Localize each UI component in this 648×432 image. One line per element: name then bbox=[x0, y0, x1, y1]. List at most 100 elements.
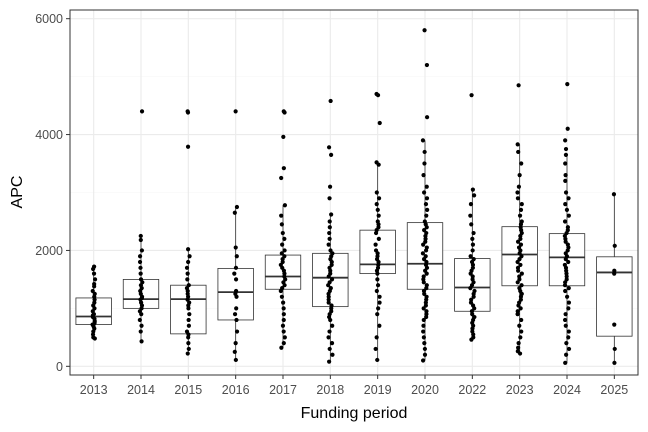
data-point bbox=[233, 341, 238, 346]
data-point bbox=[326, 283, 331, 288]
data-point bbox=[374, 190, 379, 195]
data-point bbox=[563, 360, 568, 365]
data-point bbox=[279, 222, 284, 227]
x-tick-label: 2017 bbox=[269, 383, 297, 397]
data-point bbox=[234, 204, 240, 210]
data-point bbox=[282, 335, 287, 340]
data-point bbox=[279, 345, 284, 350]
data-point bbox=[377, 323, 382, 328]
data-point bbox=[517, 351, 523, 356]
data-point bbox=[279, 175, 284, 181]
data-point bbox=[232, 312, 238, 317]
data-point bbox=[516, 303, 521, 308]
data-point bbox=[234, 254, 239, 259]
data-point bbox=[563, 138, 568, 143]
data-point bbox=[374, 335, 379, 340]
data-point bbox=[516, 184, 522, 189]
data-point bbox=[516, 268, 521, 273]
data-point bbox=[424, 225, 429, 230]
data-point bbox=[138, 237, 143, 243]
data-point bbox=[564, 352, 569, 357]
data-point bbox=[329, 262, 334, 268]
data-point bbox=[375, 93, 381, 98]
data-point bbox=[375, 277, 380, 282]
data-point bbox=[468, 201, 474, 207]
data-point bbox=[564, 207, 570, 212]
data-point bbox=[329, 152, 334, 157]
data-point bbox=[515, 196, 521, 201]
data-point bbox=[327, 184, 333, 189]
data-point bbox=[566, 346, 572, 352]
data-point bbox=[471, 291, 476, 296]
data-point bbox=[282, 248, 287, 253]
data-point bbox=[327, 225, 332, 230]
data-point bbox=[139, 248, 144, 253]
y-tick-label: 0 bbox=[56, 360, 63, 374]
data-point bbox=[280, 242, 285, 247]
data-point bbox=[422, 341, 427, 346]
data-point bbox=[232, 271, 237, 276]
data-point bbox=[470, 312, 475, 317]
data-point bbox=[373, 242, 378, 247]
data-point bbox=[233, 277, 239, 282]
data-point bbox=[374, 201, 379, 207]
data-point bbox=[187, 254, 192, 259]
data-point bbox=[563, 161, 568, 166]
data-point bbox=[186, 259, 191, 265]
data-point bbox=[422, 346, 427, 352]
data-point bbox=[281, 341, 286, 346]
data-point bbox=[423, 239, 428, 244]
data-point bbox=[326, 300, 331, 305]
data-point bbox=[185, 271, 190, 276]
data-point bbox=[327, 346, 332, 352]
data-point bbox=[563, 288, 568, 294]
data-point bbox=[468, 300, 474, 305]
data-point bbox=[138, 265, 143, 270]
data-point bbox=[424, 213, 429, 218]
data-point bbox=[328, 98, 333, 104]
data-point bbox=[424, 314, 429, 320]
data-point bbox=[139, 323, 144, 328]
data-point bbox=[422, 228, 427, 233]
data-point bbox=[563, 190, 569, 195]
data-point bbox=[330, 352, 335, 357]
data-point bbox=[421, 242, 426, 247]
data-point bbox=[611, 192, 617, 197]
data-point bbox=[421, 335, 426, 340]
data-point bbox=[515, 312, 520, 317]
data-point bbox=[421, 280, 426, 285]
data-point bbox=[424, 286, 429, 291]
plot-panel-border bbox=[69, 9, 639, 376]
data-point bbox=[420, 138, 426, 143]
data-point bbox=[566, 196, 571, 201]
data-point bbox=[468, 213, 473, 218]
data-point bbox=[469, 222, 474, 227]
data-point bbox=[519, 317, 524, 323]
data-point bbox=[420, 358, 426, 363]
data-point bbox=[376, 236, 381, 241]
data-point bbox=[328, 268, 333, 273]
data-point bbox=[281, 312, 286, 317]
data-point bbox=[612, 360, 617, 365]
data-point bbox=[566, 213, 571, 218]
data-point bbox=[565, 82, 570, 87]
data-point bbox=[326, 335, 331, 340]
data-point bbox=[280, 323, 286, 328]
data-point bbox=[468, 271, 473, 276]
data-point bbox=[422, 291, 427, 296]
data-point bbox=[184, 265, 190, 270]
x-tick-label: 2022 bbox=[458, 383, 486, 397]
data-point bbox=[185, 110, 191, 115]
data-point bbox=[327, 196, 332, 201]
data-point bbox=[563, 323, 568, 328]
data-point bbox=[377, 120, 382, 126]
data-point bbox=[563, 239, 568, 244]
y-tick-label: 4000 bbox=[35, 128, 63, 142]
data-point bbox=[422, 352, 428, 357]
data-point bbox=[137, 317, 142, 323]
data-point bbox=[517, 173, 522, 178]
data-point bbox=[565, 126, 570, 131]
data-point bbox=[470, 242, 476, 247]
y-axis: 0 2000 4000 6000 bbox=[35, 12, 70, 374]
data-point bbox=[279, 251, 284, 256]
